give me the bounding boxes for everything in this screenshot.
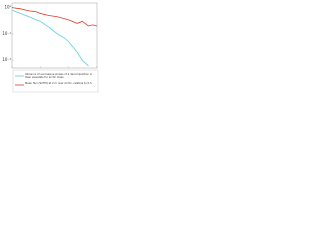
page: {"chart_data": {"type": "line", "x": [1,…: [0, 0, 100, 95]
y-tick-label: 10⁻¹: [2, 31, 11, 36]
legend-box: [12, 69, 99, 93]
legend-holder: Mean flux (SCFM) at 2 m over Arctic, rel…: [25, 81, 92, 85]
legend-label: Mean flux (SCFM) at 2 m over Arctic, rel…: [25, 81, 92, 85]
y-tick-label: 10⁰: [4, 5, 11, 10]
plot-frame: [11, 2, 98, 69]
legend-holder: Variance of successive slopes of a decom…: [25, 72, 93, 79]
legend-label: Variance of successive slopes of a decom…: [25, 72, 93, 79]
y-tick-label: 10⁻²: [2, 57, 11, 62]
chart: 10⁰ 10⁻¹ 10⁻² Variance of successive slopes…: [2, 2, 99, 93]
series-line: [11, 7, 98, 27]
series-line: [11, 9, 89, 67]
